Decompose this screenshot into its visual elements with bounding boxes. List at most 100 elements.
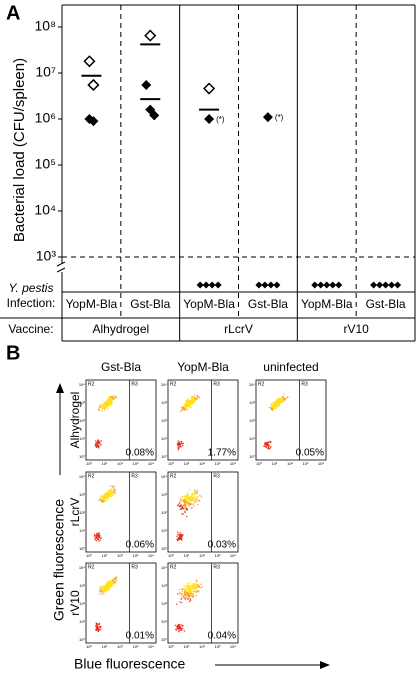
axis-tick-label: 10¹ [161, 436, 167, 441]
below-detection-point [394, 281, 402, 289]
below-detection-point [267, 281, 275, 289]
cytometry-dot [188, 596, 190, 598]
cytometry-dot [190, 498, 192, 500]
cytometry-dot [186, 499, 188, 501]
cytometry-dot [275, 404, 277, 406]
cytometry-dot [192, 399, 195, 401]
cytometry-dot [179, 444, 181, 446]
cytometry-dot [179, 410, 182, 412]
cytometry-dot [194, 493, 197, 495]
cytometry-dot [96, 627, 99, 629]
cytometry-dot [188, 496, 190, 498]
axis-break [56, 261, 66, 267]
axis-tick-label: 10⁴ [79, 474, 85, 479]
axis-tick-label: 10⁰ [79, 454, 85, 459]
cytometry-dot [105, 590, 108, 592]
cytometry-dot [192, 591, 194, 593]
cytometry-dot [103, 588, 105, 590]
cytometry-dot [279, 398, 281, 401]
cytometry-dot [177, 627, 179, 629]
cytometry-dot [108, 398, 111, 400]
cytometry-dot [188, 402, 190, 404]
cytometry-dot [181, 442, 183, 444]
cytometry-dot [199, 495, 201, 497]
cytometry-dot [105, 582, 108, 584]
cytometry-dot [112, 486, 114, 488]
cytometry-dot [183, 630, 186, 632]
cytometry-dot [192, 593, 195, 595]
cytometry-dot [191, 588, 193, 590]
cytometry-dot [186, 407, 188, 409]
y-tick-label: 10³ [36, 248, 57, 264]
cytometry-dot [188, 403, 190, 406]
cytometry-dot [179, 627, 181, 630]
cytometry-dot [192, 588, 194, 590]
cytometry-dot [104, 401, 106, 403]
cytometry-dot [284, 399, 286, 401]
cytometry-dot [184, 596, 186, 598]
axis-tick-label: 10³ [79, 400, 85, 405]
axis-tick-label: 10⁴ [318, 461, 324, 466]
cytometry-dot [189, 496, 192, 498]
cytometry-dot [189, 400, 192, 403]
cytometry-dot [192, 585, 194, 587]
cytometry-dot [99, 404, 101, 406]
point-note: (*) [275, 113, 284, 122]
cytometry-dot [111, 582, 113, 584]
cytometry-dot [198, 586, 201, 588]
cytometry-dot [267, 444, 269, 446]
cytometry-dot [103, 498, 105, 500]
cytometry-dot [115, 581, 117, 583]
cytometry-dot [272, 409, 274, 411]
cytometry-dot [96, 628, 98, 630]
cytometry-dot [190, 584, 193, 586]
cytometry-dot [196, 580, 198, 583]
cytometry-dot [184, 588, 187, 591]
cytometry-dot [180, 506, 182, 508]
cytometry-dot [194, 584, 196, 586]
row-label: Y. pestis [9, 281, 54, 295]
cytometry-dot [198, 585, 200, 587]
axis-tick-label: 10⁰ [161, 637, 167, 642]
cytometry-dot [108, 586, 111, 589]
cytometry-dot [191, 396, 194, 398]
cytometry-dot [178, 631, 180, 633]
cytometry-dot [187, 494, 189, 496]
cytometry-dot [104, 584, 106, 586]
cytometry-dot [177, 628, 179, 630]
cytometry-dot [187, 593, 190, 595]
cytometry-dot [98, 629, 100, 631]
cytometry-dot [105, 587, 107, 590]
cytometry-dot [110, 495, 113, 497]
cytometry-dot [103, 493, 105, 495]
y-axis-label: Bacterial load (CFU/spleen) [11, 58, 28, 242]
cytometry-dot [177, 538, 179, 541]
cytometry-dot [184, 589, 186, 592]
cytometry-dot [110, 490, 112, 492]
cytometry-dot [112, 580, 114, 583]
cytometry-dot [96, 625, 98, 627]
cytometry-dot [188, 503, 190, 505]
gate-label: R2 [88, 564, 95, 570]
cytometry-dot [184, 405, 186, 407]
cytometry-dot [191, 397, 193, 400]
cytometry-dot [100, 537, 102, 539]
cytometry-dot [282, 400, 284, 402]
cytometry-dot [186, 398, 189, 400]
cytometry-dot [96, 533, 98, 535]
cytometry-dot [182, 513, 184, 515]
cytometry-dot [193, 588, 195, 590]
cytometry-dot [93, 534, 96, 536]
cytometry-dot [113, 578, 115, 580]
cytometry-dot [181, 588, 183, 590]
cytometry-dot [188, 504, 191, 506]
cytometry-dot [107, 589, 109, 591]
cytometry-dot [187, 595, 189, 598]
cytometry-dot [108, 586, 110, 588]
cytometry-dot [181, 408, 184, 410]
cytometry-dot [102, 588, 104, 590]
axis-tick-label: 10³ [249, 400, 255, 405]
below-detection-point [370, 281, 378, 289]
cytometry-dot [115, 576, 118, 578]
